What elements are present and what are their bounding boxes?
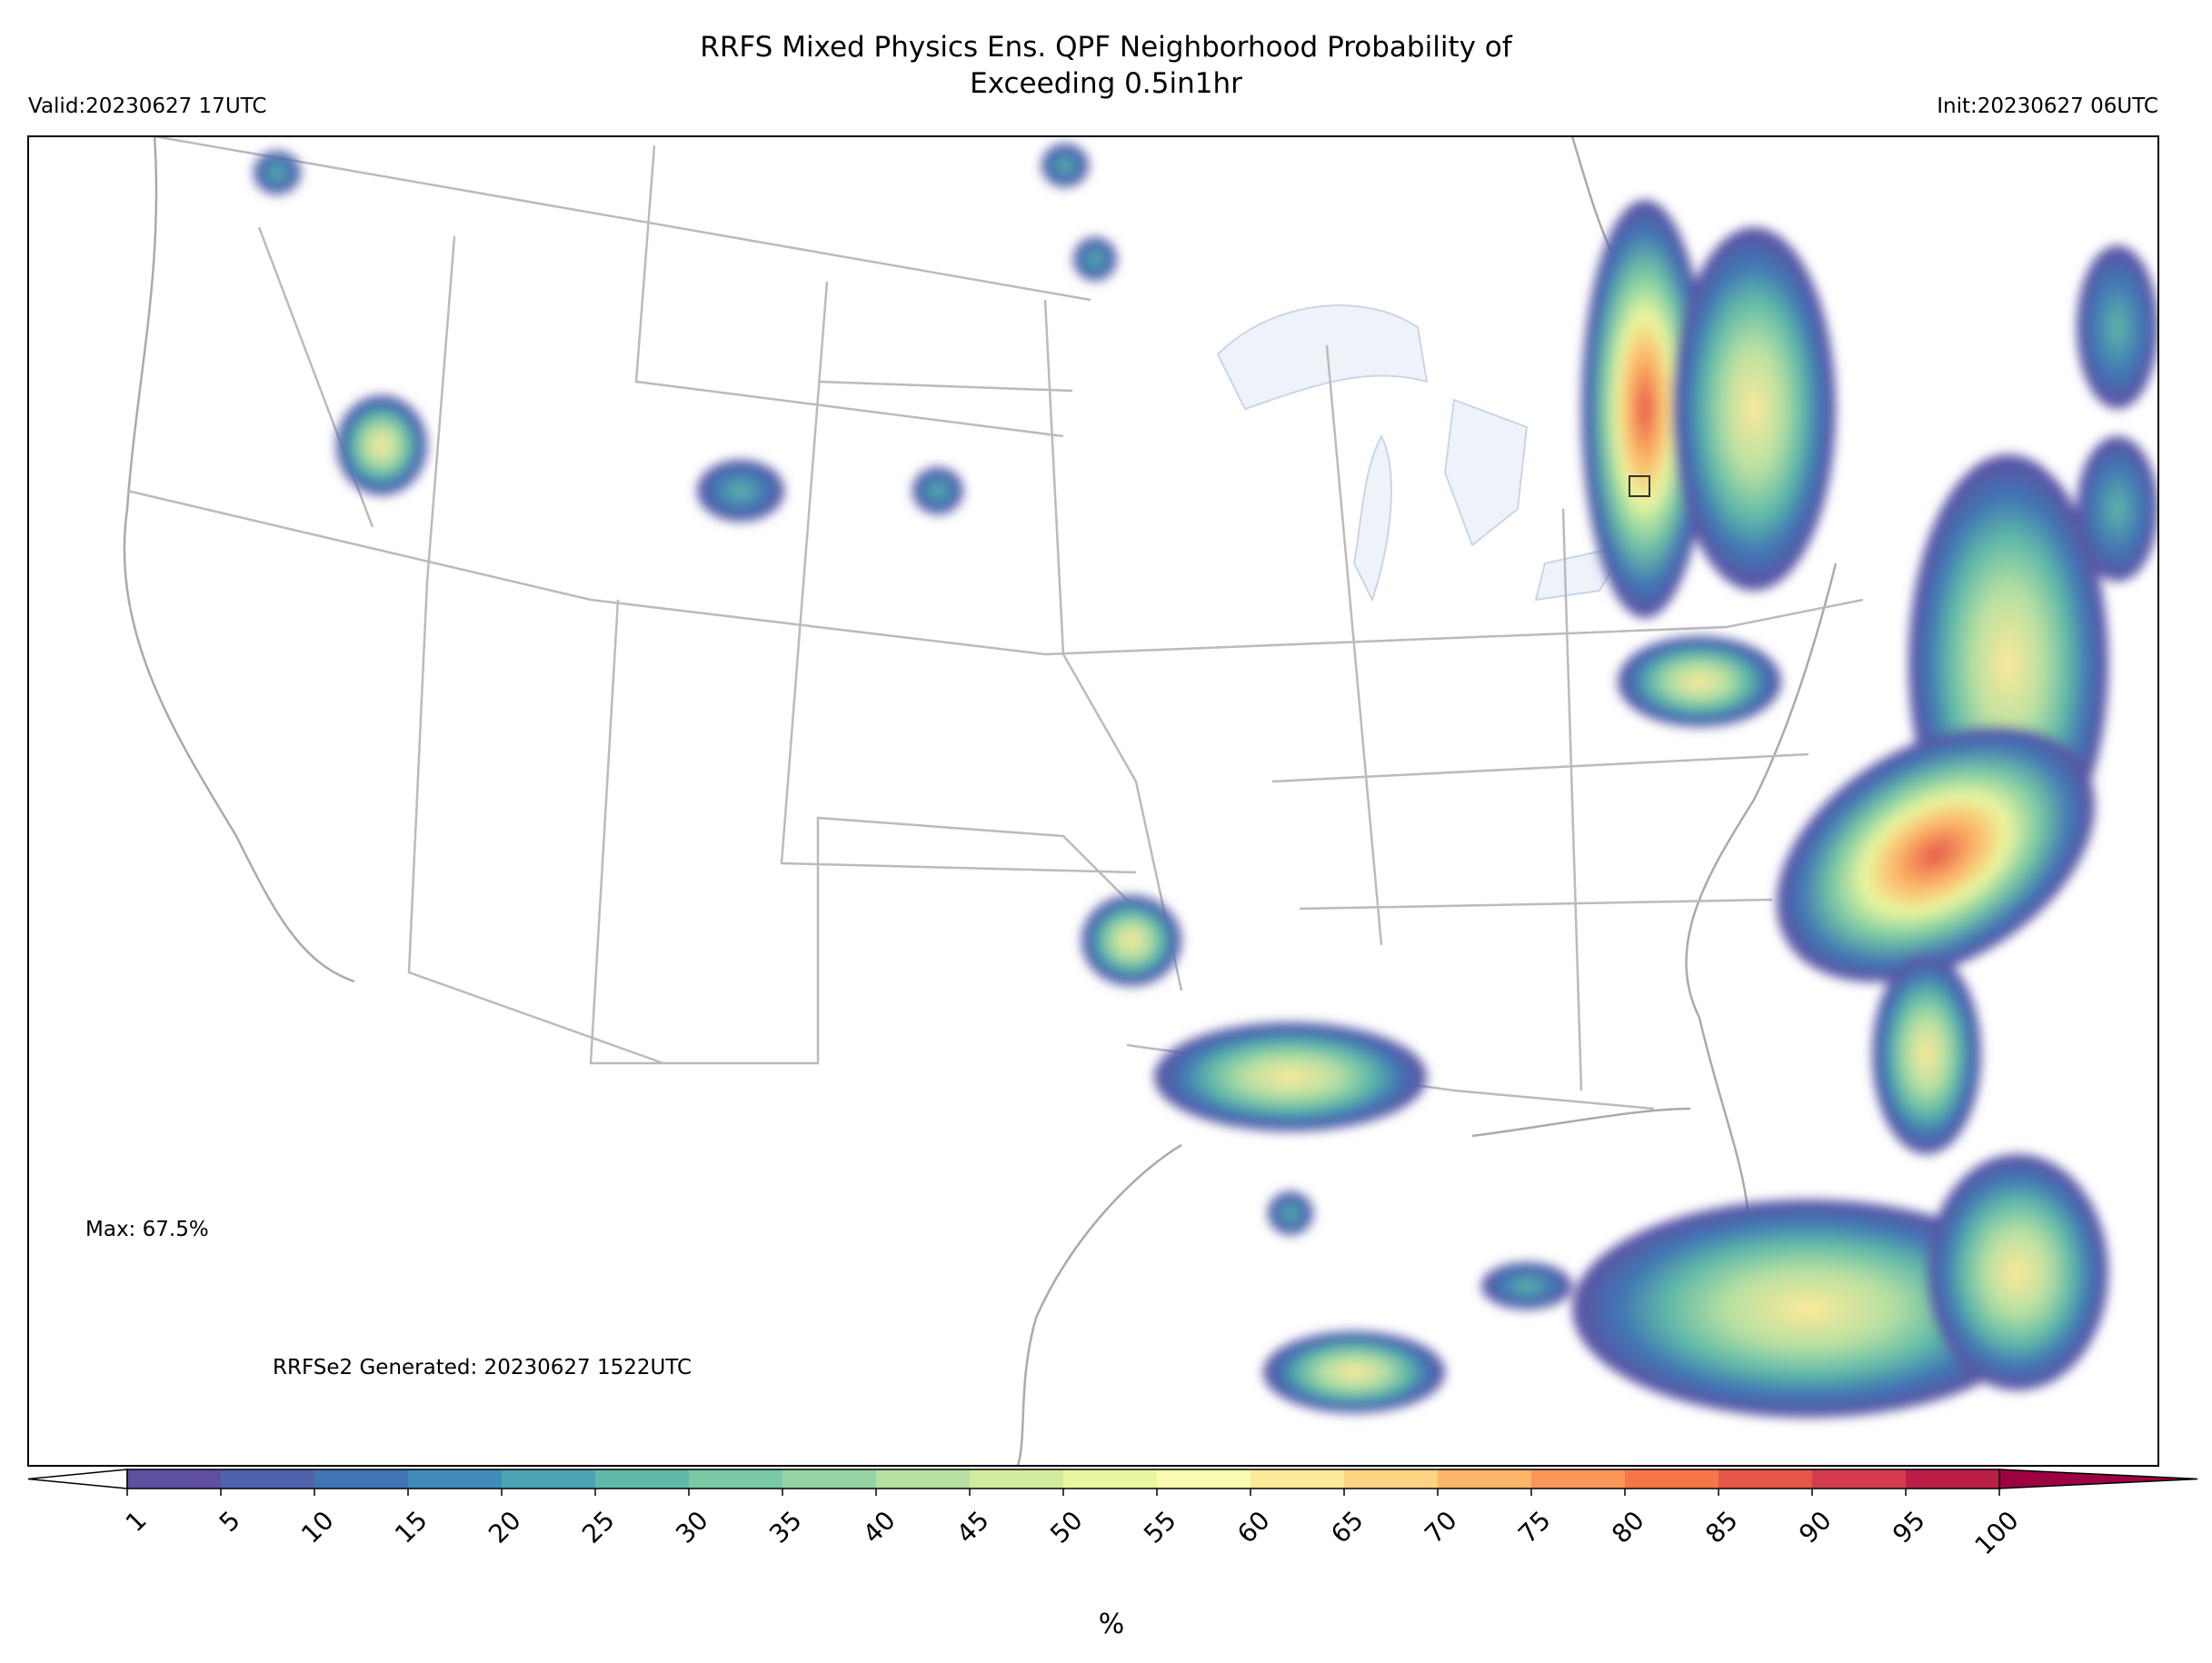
domain-box — [1629, 475, 1650, 497]
colorbar-tick-label: 65 — [1325, 1505, 1370, 1549]
chart-title: RRFS Mixed Physics Ens. QPF Neighborhood… — [700, 31, 1512, 100]
colorbar-segment — [408, 1469, 503, 1489]
colorbar-segment — [1157, 1469, 1251, 1489]
colorbar-tick-label: 1 — [120, 1505, 153, 1538]
colorbar-tick-label: 5 — [214, 1505, 246, 1538]
precip-area — [1073, 237, 1117, 281]
colorbar: 1 5 10 15 20 25 30 35 40 45 50 55 60 65 70 75 80 85 90 95 10… — [27, 1469, 2198, 1560]
colorbar-tick-label: 80 — [1606, 1505, 1650, 1549]
colorbar-segment — [1719, 1469, 1813, 1489]
colorbar-tick-label: 60 — [1231, 1505, 1276, 1549]
colorbar-segment — [221, 1469, 315, 1489]
map-frame — [27, 135, 2159, 1467]
colorbar-tick-label: 75 — [1512, 1505, 1557, 1549]
colorbar-segment — [689, 1469, 783, 1489]
precip-area — [1041, 144, 1089, 187]
valid-time: Valid:20230627 17UTC — [28, 95, 266, 118]
colorbar-segment — [502, 1469, 596, 1489]
colorbar-segment — [595, 1469, 690, 1489]
precip-area — [1263, 1331, 1445, 1413]
precip-area — [1776, 726, 2096, 982]
colorbar-tick-label: 100 — [1969, 1505, 2025, 1560]
generated-label: RRFSe2 Generated: 20230627 1522UTC — [273, 1356, 692, 1379]
precip-area — [1581, 200, 1709, 618]
colorbar-segment — [1906, 1469, 2000, 1489]
precip-area — [254, 151, 301, 194]
colorbar-label: % — [1099, 1608, 1125, 1640]
colorbar-segment — [970, 1469, 1064, 1489]
lakes — [1216, 304, 1629, 602]
colorbar-segment — [1063, 1469, 1158, 1489]
map — [123, 136, 2158, 1466]
colorbar-extend-low — [27, 1469, 128, 1489]
precip-area — [1268, 1191, 1313, 1235]
precip-area — [1154, 1022, 1427, 1131]
precip-area — [697, 460, 784, 522]
colorbar-segment — [1812, 1469, 1907, 1489]
colorbar-tick-label: 25 — [576, 1505, 621, 1549]
precip-areas — [254, 144, 2158, 1418]
colorbar-segment — [1531, 1469, 1626, 1489]
coastline — [123, 136, 1838, 1466]
colorbar-tick-label: 50 — [1044, 1505, 1089, 1549]
colorbar-tick-label: 10 — [295, 1505, 340, 1549]
colorbar-tick-label: 15 — [389, 1505, 433, 1549]
colorbar-tick-label: 35 — [763, 1505, 808, 1549]
title-line: RRFS Mixed Physics Ens. QPF Neighborhood… — [700, 31, 1512, 64]
precip-area — [912, 467, 963, 514]
colorbar-tick-label: 95 — [1887, 1505, 1931, 1549]
colorbar-segment — [1625, 1469, 1719, 1489]
colorbar-segment — [127, 1469, 222, 1489]
colorbar-tick-label: 85 — [1699, 1505, 1744, 1549]
precip-area — [1572, 1200, 2045, 1418]
precip-area — [2077, 436, 2158, 582]
precip-area — [1872, 954, 1981, 1154]
precip-area — [1081, 895, 1181, 986]
colorbar-tick-label: 70 — [1419, 1505, 1463, 1549]
state-borders — [126, 136, 1864, 1110]
precip-area — [2077, 245, 2158, 409]
colorbar-tick-label: 90 — [1793, 1505, 1838, 1549]
colorbar-segment — [1250, 1469, 1345, 1489]
init-time: Init:20230627 06UTC — [1937, 95, 2158, 118]
colorbar-tick-label: 30 — [670, 1505, 714, 1549]
colorbar-tick-label: 20 — [483, 1505, 527, 1549]
colorbar-segment — [1344, 1469, 1439, 1489]
colorbar-tick-label: 45 — [951, 1505, 995, 1549]
colorbar-extend-high — [1998, 1469, 2198, 1489]
colorbar-segment — [876, 1469, 971, 1489]
precip-area — [1618, 636, 1781, 727]
colorbar-segment — [314, 1469, 409, 1489]
colorbar-tick-label: 40 — [857, 1505, 902, 1549]
precip-area — [1672, 227, 1836, 591]
colorbar-segment — [1438, 1469, 1532, 1489]
precip-area — [1481, 1262, 1572, 1309]
max-label: Max: 67.5% — [85, 1218, 209, 1241]
colorbar-tick-label: 55 — [1138, 1505, 1182, 1549]
precip-area — [336, 395, 427, 495]
title-line: Exceeding 0.5in1hr — [970, 67, 1242, 100]
colorbar-segment — [782, 1469, 877, 1489]
precip-area — [1927, 1154, 2108, 1390]
